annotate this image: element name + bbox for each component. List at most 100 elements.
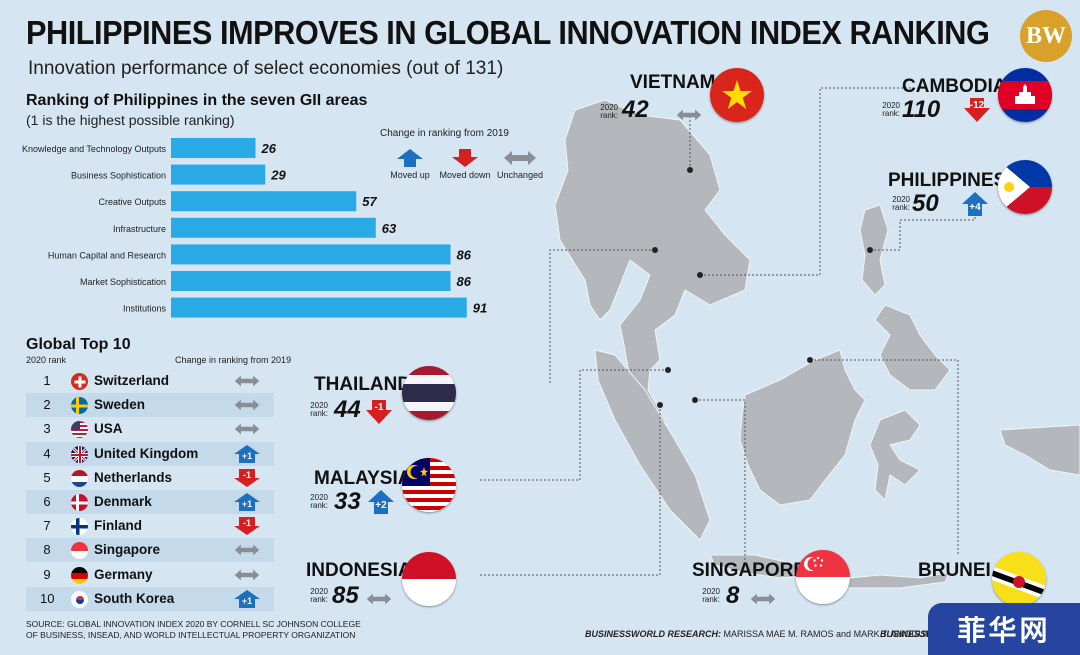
top10-title: Global Top 10	[26, 336, 131, 353]
rank-cell: 3	[43, 421, 51, 437]
table-row: 2 Sweden	[26, 393, 274, 418]
year-rank-label: 2020 rank:	[600, 103, 618, 120]
country-rank: 44	[334, 396, 361, 423]
chart-title: Ranking of Philippines in the seven GII …	[26, 92, 368, 109]
gii-areas-bar-chart: Knowledge and Technology Outputs 26 Busine…	[22, 138, 487, 318]
bar	[171, 164, 266, 185]
leader-singapore	[695, 399, 746, 565]
sulawesi-shape	[869, 409, 921, 502]
bar-value-label: 63	[382, 221, 397, 236]
country-flag-icon	[71, 494, 88, 511]
rank-cell: 7	[43, 518, 51, 534]
watermark-badge: 菲华网	[928, 603, 1080, 655]
change-label: +1	[241, 595, 253, 606]
cambodia-flag	[998, 68, 1052, 122]
up-arrow-icon	[368, 490, 394, 514]
marker-malaysia	[665, 367, 671, 373]
down-change-badge: -1	[366, 400, 392, 424]
double-arrow-icon	[234, 424, 260, 435]
rank-cell: 4	[43, 445, 51, 461]
bar-category-label: Business Sophistication	[71, 171, 166, 181]
bar-category-label: Human Capital and Research	[48, 250, 166, 260]
down-arrow-icon	[234, 517, 260, 536]
up-arrow-icon	[962, 192, 988, 216]
down-arrow-icon	[964, 98, 990, 122]
table-row: 5 Netherlands -1	[26, 466, 274, 490]
table-row: 3 USA	[26, 417, 274, 441]
country-rank: 33	[334, 488, 361, 515]
bar-value-label: 86	[457, 247, 472, 262]
marker-singapore	[692, 397, 698, 403]
legend-item-down: Moved down	[435, 148, 495, 180]
country-name: THAILAND	[314, 374, 412, 395]
bar-category-label: Infrastructure	[113, 224, 166, 234]
brunei-flag	[992, 552, 1046, 606]
table-row: 1 Switzerland	[26, 369, 274, 393]
double-arrow-icon	[234, 399, 260, 411]
change-label: -1	[374, 402, 384, 413]
credit-label: BUSINESSWORLD RESEARCH:	[585, 629, 722, 639]
year-rank-label: 2020 rank:	[310, 401, 328, 418]
country-name: MALAYSIA	[314, 468, 412, 489]
new-guinea-shape	[999, 424, 1080, 476]
page-title: PHILIPPINES IMPROVES IN GLOBAL INNOVATIO…	[26, 14, 990, 51]
table-row: 10 South Korea +1	[26, 586, 274, 611]
up-change-badge: +4	[962, 192, 988, 216]
legend-label-unchanged: Unchanged	[496, 170, 544, 180]
legend-label-up: Moved up	[390, 170, 430, 180]
table-row: 9 Germany	[26, 563, 274, 587]
lesser-sunda-shape	[829, 571, 951, 589]
country-rank: 50	[912, 190, 939, 217]
down-arrow-icon	[452, 149, 478, 167]
country-flag-icon	[71, 445, 88, 463]
bar-category-label: Market Sophistication	[80, 277, 166, 287]
change-cell: +1	[234, 589, 260, 608]
country-cell: Singapore	[94, 542, 161, 558]
bar-category-label: Institutions	[123, 304, 167, 314]
change-label: +1	[241, 499, 253, 509]
bar	[171, 244, 451, 265]
country-flag-icon	[71, 469, 88, 487]
bar-value-label: 86	[457, 274, 472, 289]
country-cell: Germany	[94, 566, 153, 582]
country-name: SINGAPORE	[692, 560, 807, 581]
bar-value-label: 29	[270, 168, 286, 183]
bar	[171, 217, 376, 238]
rank-cell: 2	[43, 397, 51, 413]
change-label: -1	[242, 518, 251, 529]
rank-cell: 10	[40, 590, 55, 606]
rank-cell: 9	[43, 566, 51, 582]
country-rank: 8	[726, 582, 740, 609]
leader-malaysia	[480, 369, 668, 481]
rank-cell: 6	[43, 494, 51, 509]
country-cell: Denmark	[94, 494, 152, 509]
marker-cambodia	[697, 272, 703, 278]
research-credit: BUSINESSWORLD RESEARCH: MARISSA MAE M. R…	[585, 629, 933, 639]
country-flag-icon	[71, 566, 88, 584]
up-arrow-icon	[234, 493, 260, 511]
borneo-shape	[739, 349, 866, 506]
unchanged-arrow-icon	[750, 593, 776, 605]
unchanged-arrow-icon	[366, 593, 392, 605]
source-note: SOURCE: GLOBAL INNOVATION INDEX 2020 BY …	[26, 619, 361, 641]
country-flag-icon	[71, 590, 88, 608]
legend-label-down: Moved down	[439, 170, 491, 180]
unchanged-arrow-icon	[676, 109, 702, 121]
year-rank-label: 2020 rank:	[310, 587, 328, 604]
credit-names: MARISSA MAE M. RAMOS and MARK T. AMOGUIS	[723, 629, 934, 639]
up-arrow-icon	[234, 444, 260, 463]
country-rank: 110	[902, 96, 941, 123]
year-rank-label: 2020 rank:	[310, 493, 328, 510]
country-flag-icon	[71, 518, 88, 536]
top10-rank-header: 2020 rank	[26, 355, 67, 365]
chart-subtitle: (1 is the highest possible ranking)	[26, 112, 235, 128]
legend-title: Change in ranking from 2019	[380, 128, 509, 139]
change-label: +2	[375, 500, 387, 511]
country-flag-icon	[71, 421, 88, 439]
bar-category-label: Knowledge and Technology Outputs	[22, 144, 166, 154]
leader-indonesia	[480, 405, 661, 576]
bar	[171, 271, 451, 291]
bar	[171, 191, 357, 212]
country-cell: Netherlands	[94, 469, 173, 485]
up-arrow-icon	[397, 149, 423, 167]
